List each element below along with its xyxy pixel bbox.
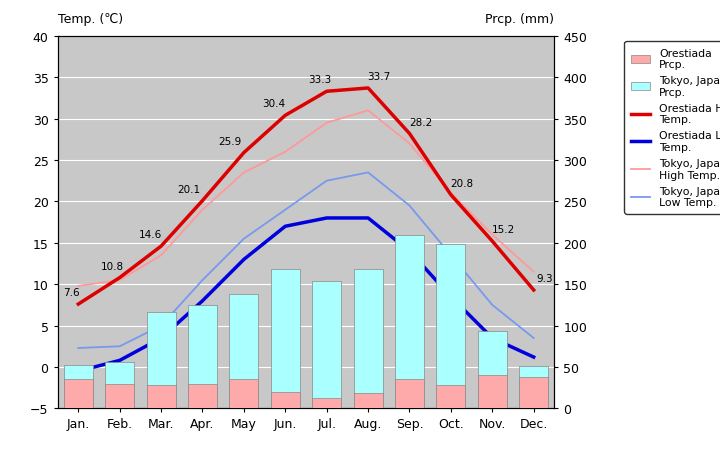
Text: 30.4: 30.4 — [263, 99, 286, 109]
Bar — [105, 362, 134, 409]
Bar — [478, 332, 507, 409]
Text: Prcp. (mm): Prcp. (mm) — [485, 12, 554, 26]
Bar — [64, 380, 93, 409]
Bar — [147, 386, 176, 409]
Bar — [436, 245, 465, 409]
Bar — [519, 366, 548, 409]
Bar — [271, 392, 300, 409]
Text: 15.2: 15.2 — [492, 225, 515, 235]
Text: Temp. (℃): Temp. (℃) — [58, 12, 122, 26]
Text: 25.9: 25.9 — [218, 136, 242, 146]
Bar — [188, 305, 217, 409]
Bar — [312, 398, 341, 409]
Bar — [395, 380, 424, 409]
Bar — [395, 235, 424, 409]
Text: 33.3: 33.3 — [308, 75, 331, 85]
Bar — [312, 281, 341, 409]
Bar — [105, 384, 134, 409]
Bar — [188, 384, 217, 409]
Bar — [436, 386, 465, 409]
Bar — [354, 394, 382, 409]
Bar — [147, 312, 176, 409]
Text: 28.2: 28.2 — [409, 118, 432, 127]
Text: 14.6: 14.6 — [138, 230, 161, 240]
Bar — [271, 270, 300, 409]
Text: 33.7: 33.7 — [368, 72, 391, 82]
Bar — [519, 377, 548, 409]
Bar — [230, 295, 258, 409]
Text: 9.3: 9.3 — [536, 274, 553, 284]
Text: 10.8: 10.8 — [102, 261, 125, 271]
Bar — [230, 380, 258, 409]
Bar — [64, 365, 93, 409]
Bar — [354, 270, 382, 409]
Bar — [478, 375, 507, 409]
Legend: Orestiada
Prcp., Tokyo, Japan
Prcp., Orestiada High
Temp., Orestiada Low
Temp., : Orestiada Prcp., Tokyo, Japan Prcp., Ore… — [624, 42, 720, 214]
Text: 20.1: 20.1 — [177, 184, 200, 194]
Text: 7.6: 7.6 — [63, 287, 80, 297]
Text: 20.8: 20.8 — [451, 179, 474, 189]
